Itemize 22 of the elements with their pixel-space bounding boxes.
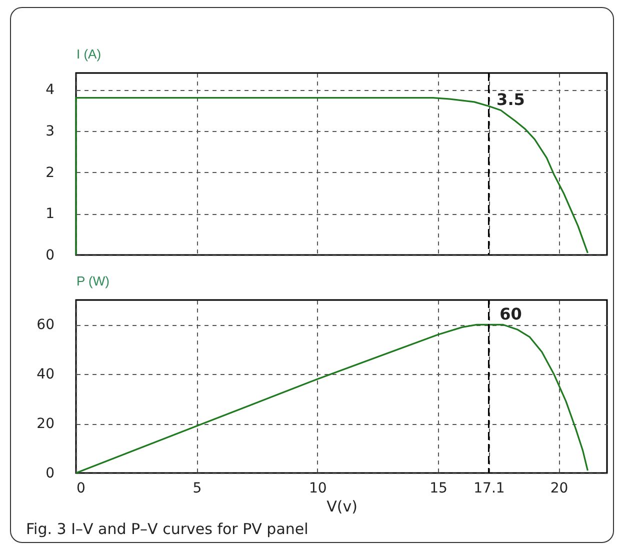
y-tick-label: 2 xyxy=(46,164,54,181)
y-tick-label: 0 xyxy=(46,248,54,264)
x-tick-label: 17.1 xyxy=(474,480,505,496)
y-tick-label: 3 xyxy=(46,123,54,140)
y-tick-label: 20 xyxy=(36,416,54,432)
annotation: 60 xyxy=(500,304,522,324)
x-tick-label: 5 xyxy=(192,480,202,496)
y-axis-title: P (W) xyxy=(76,274,110,288)
x-axis-title: V(v) xyxy=(326,498,358,516)
annotation: 3.5 xyxy=(496,90,525,110)
y-tick-label: 40 xyxy=(36,366,54,383)
y-tick-label: 4 xyxy=(46,82,55,98)
x-tick-label: 15 xyxy=(430,480,448,496)
line-series xyxy=(75,324,588,474)
x-tick-label: 10 xyxy=(308,480,327,496)
y-tick-label: 1 xyxy=(46,206,54,222)
x-tick-label: 0 xyxy=(76,480,86,496)
x-tick-label: 20 xyxy=(550,480,568,496)
caption: Fig. 3 I–V and P–V curves for PV panel xyxy=(26,520,308,538)
y-tick-label: 0 xyxy=(46,466,54,482)
y-axis-title: I (A) xyxy=(76,46,102,62)
y-tick-label: 60 xyxy=(36,317,54,334)
